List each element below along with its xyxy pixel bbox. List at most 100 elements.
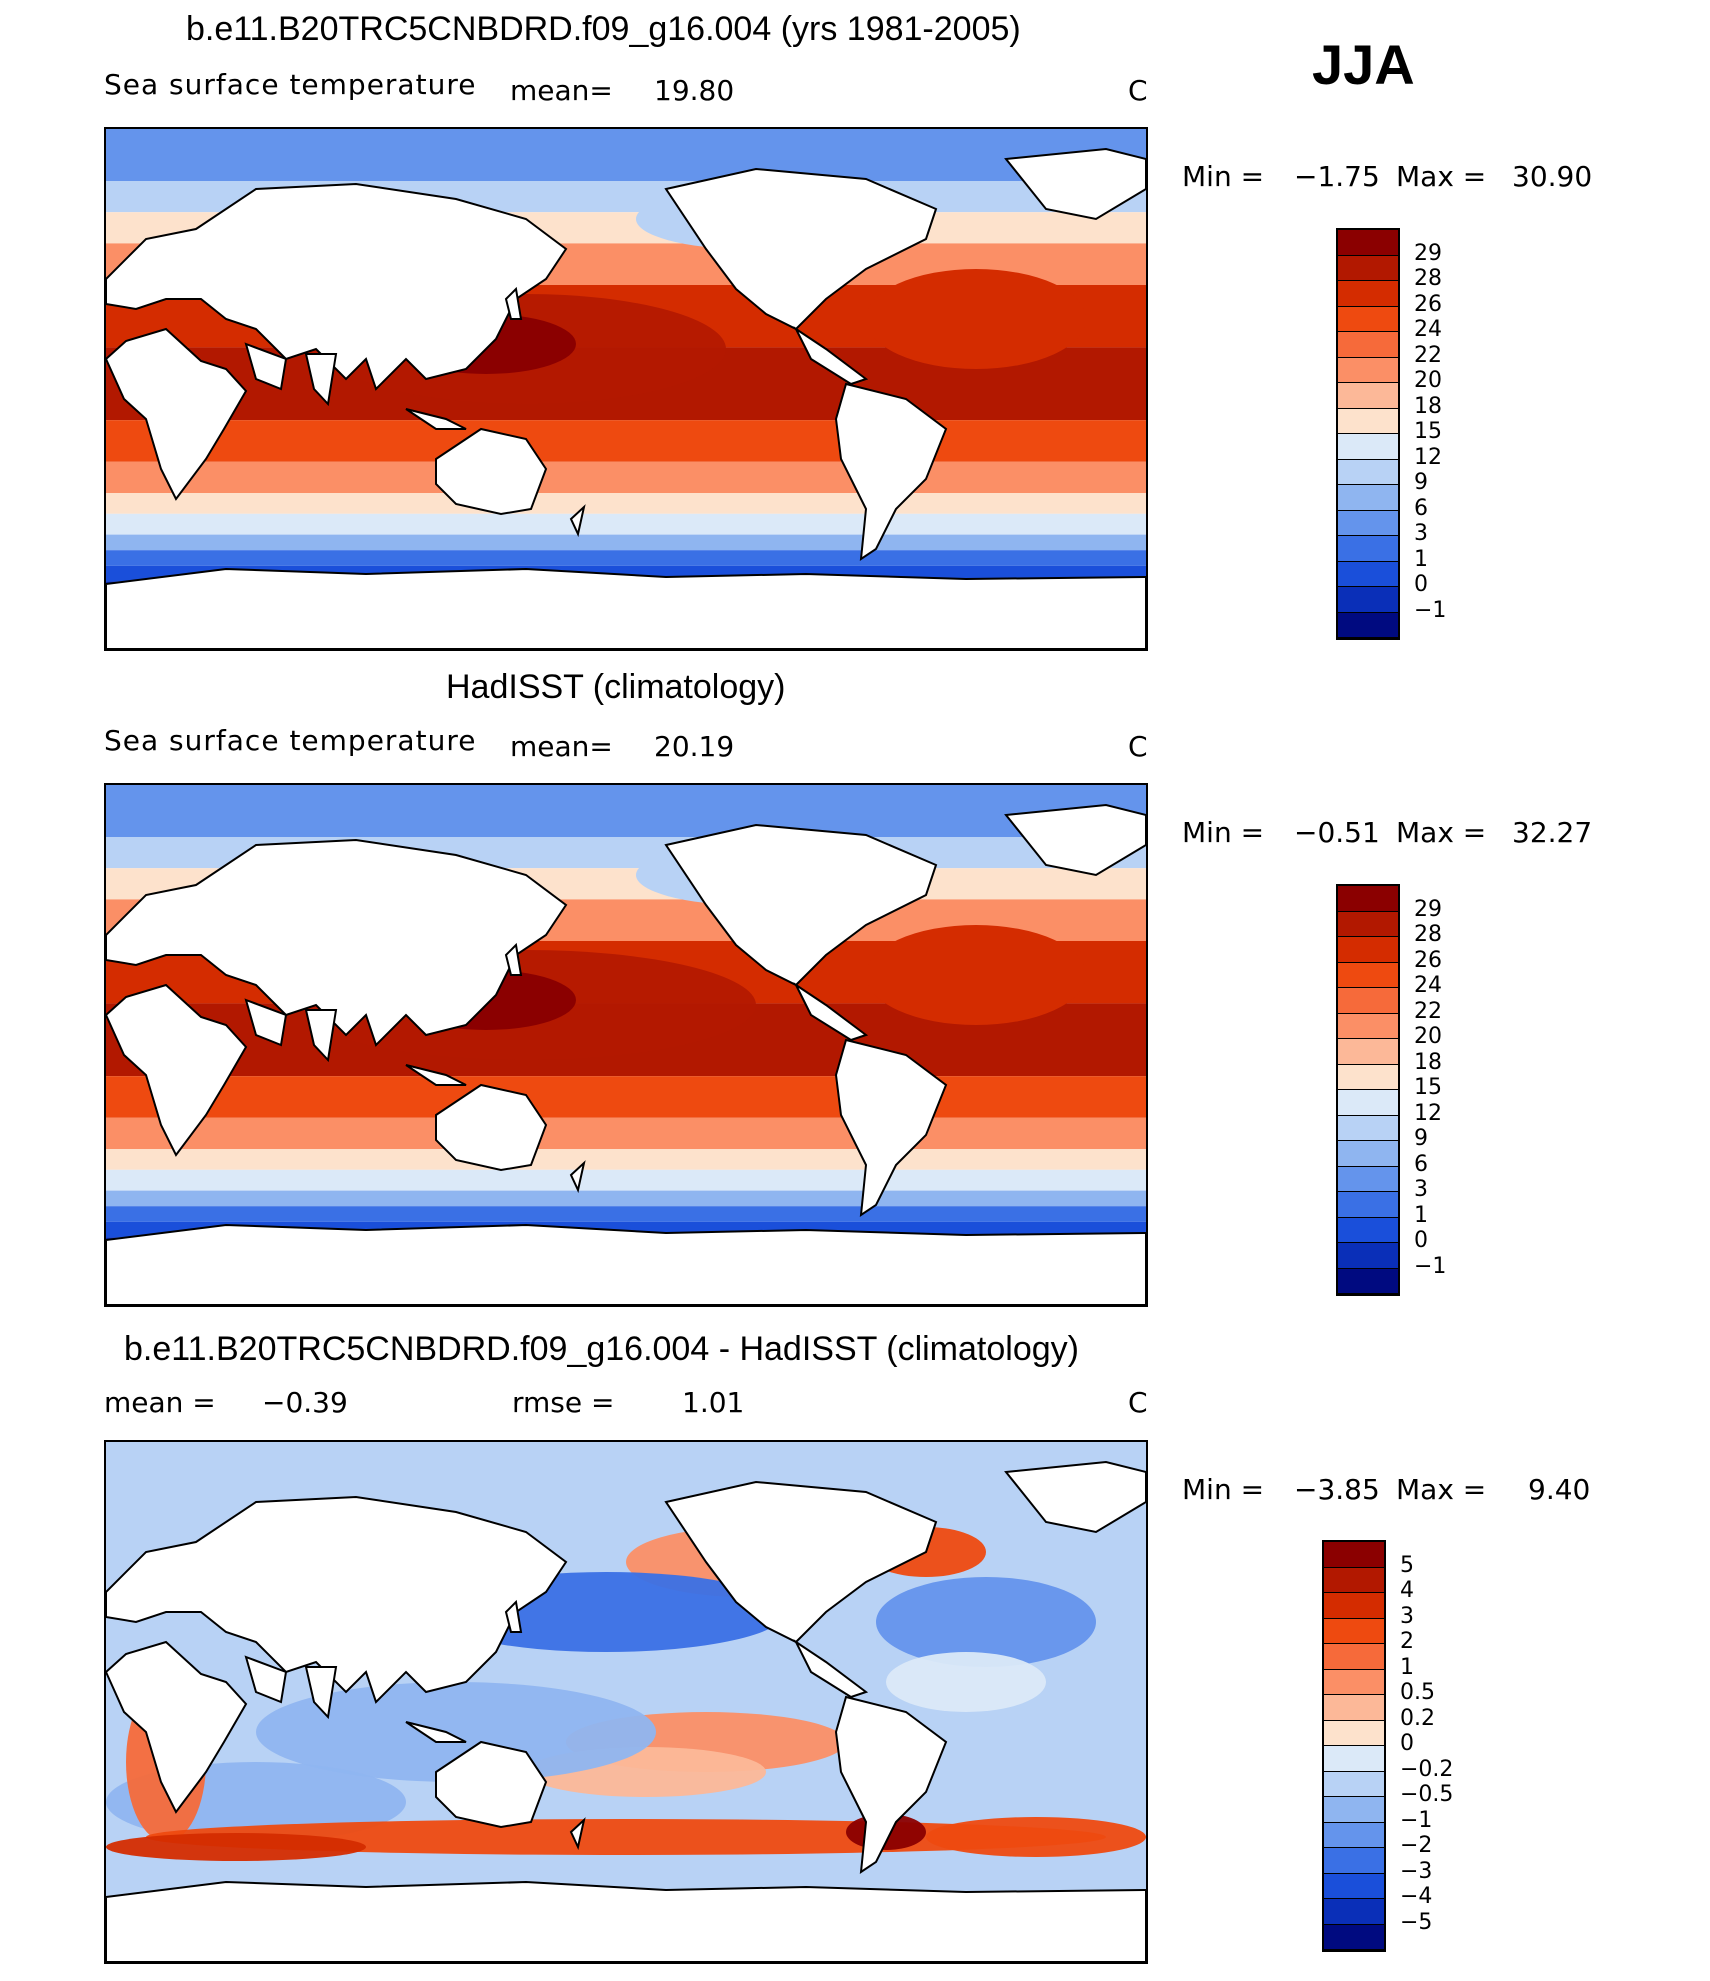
panel-3-max-label: Max = xyxy=(1396,1473,1487,1506)
colorbar-tick-label: 6 xyxy=(1414,1151,1428,1177)
colorbar-tick-label: −1 xyxy=(1400,1807,1433,1833)
colorbar-box xyxy=(1338,357,1398,383)
colorbar-box xyxy=(1338,459,1398,485)
panel-3-min-value: −3.85 xyxy=(1294,1473,1380,1506)
panel-3-map-svg xyxy=(106,1442,1146,1962)
season-label: JJA xyxy=(1312,33,1415,96)
colorbar-tick-label: 18 xyxy=(1414,393,1442,419)
panel-2-min-value: −0.51 xyxy=(1294,816,1380,849)
colorbar-box xyxy=(1338,1217,1398,1243)
colorbar-box xyxy=(1338,1268,1398,1294)
panel-1-colorbar xyxy=(1336,228,1400,640)
colorbar-tick-label: −4 xyxy=(1400,1884,1433,1909)
panel-1-variable-label: Sea surface temperature xyxy=(104,68,477,101)
colorbar-box xyxy=(1338,886,1398,912)
colorbar-tick-label: 3 xyxy=(1414,521,1428,546)
colorbar-tick-label: −3 xyxy=(1400,1858,1433,1884)
colorbar-tick-label: 1 xyxy=(1414,1202,1428,1228)
colorbar-box xyxy=(1324,1746,1384,1772)
colorbar-box xyxy=(1338,434,1398,460)
panel-3-units: C xyxy=(1128,1386,1148,1419)
colorbar-tick-label: 29 xyxy=(1414,240,1442,266)
colorbar-tick-label: 29 xyxy=(1414,896,1442,922)
colorbar-box xyxy=(1338,1039,1398,1065)
colorbar-box xyxy=(1338,510,1398,536)
colorbar-box xyxy=(1324,1899,1384,1925)
panel-3-mean-value: −0.39 xyxy=(262,1386,348,1419)
colorbar-box xyxy=(1324,1695,1384,1721)
colorbar-tick-label: 15 xyxy=(1414,419,1442,444)
colorbar-tick-label: 28 xyxy=(1414,922,1442,947)
colorbar-box xyxy=(1338,988,1398,1014)
colorbar-box xyxy=(1338,1243,1398,1269)
colorbar-tick-label: −1 xyxy=(1414,1253,1447,1279)
colorbar-tick-label: 20 xyxy=(1414,1024,1442,1049)
colorbar-box xyxy=(1324,1873,1384,1899)
colorbar-box xyxy=(1338,612,1398,638)
panel-3-title: b.e11.B20TRC5CNBDRD.f09_g16.004 - HadISS… xyxy=(124,1330,1079,1368)
panel-3-min-label: Min = xyxy=(1182,1473,1265,1506)
panel-2-min-label: Min = xyxy=(1182,816,1265,849)
panel-1-min-value: −1.75 xyxy=(1294,160,1380,193)
colorbar-box xyxy=(1338,306,1398,332)
panel-2-variable-label: Sea surface temperature xyxy=(104,724,477,757)
colorbar-tick-label: 0 xyxy=(1414,572,1428,597)
colorbar-box xyxy=(1338,255,1398,281)
colorbar-tick-label: 1 xyxy=(1400,1654,1414,1680)
colorbar-tick-label: 4 xyxy=(1400,1578,1414,1603)
colorbar-tick-label: −0.5 xyxy=(1400,1782,1454,1807)
colorbar-box xyxy=(1338,536,1398,562)
colorbar-box xyxy=(1338,1064,1398,1090)
colorbar-tick-label: 12 xyxy=(1414,444,1442,470)
colorbar-tick-label: 24 xyxy=(1414,317,1442,342)
panel-3-max-value: 9.40 xyxy=(1528,1473,1591,1506)
colorbar-tick-label: 22 xyxy=(1414,998,1442,1024)
panel-3-mean-label: mean = xyxy=(104,1386,216,1419)
colorbar-box xyxy=(1324,1644,1384,1670)
colorbar-tick-label: 12 xyxy=(1414,1100,1442,1126)
colorbar-box xyxy=(1338,962,1398,988)
colorbar-box xyxy=(1338,1141,1398,1167)
colorbar-tick-label: 6 xyxy=(1414,495,1428,521)
colorbar-box xyxy=(1338,281,1398,307)
panel-2-map xyxy=(104,783,1148,1307)
colorbar-tick-label: 3 xyxy=(1414,1177,1428,1202)
colorbar-tick-label: 1 xyxy=(1414,546,1428,572)
colorbar-tick-label: 2 xyxy=(1400,1629,1414,1654)
panel-3-colorbar xyxy=(1322,1540,1386,1952)
colorbar-tick-label: −0.2 xyxy=(1400,1756,1454,1782)
colorbar-box xyxy=(1324,1924,1384,1950)
colorbar-box xyxy=(1324,1771,1384,1797)
colorbar-tick-label: −2 xyxy=(1400,1833,1433,1858)
colorbar-tick-label: 18 xyxy=(1414,1049,1442,1075)
panel-2-map-svg xyxy=(106,785,1146,1305)
panel-2-title: HadISST (climatology) xyxy=(446,668,786,706)
colorbar-box xyxy=(1324,1567,1384,1593)
colorbar-box xyxy=(1338,383,1398,409)
colorbar-box xyxy=(1338,1115,1398,1141)
colorbar-box xyxy=(1338,1192,1398,1218)
panel-1-units: C xyxy=(1128,74,1148,107)
panel-3-rmse-value: 1.01 xyxy=(682,1386,745,1419)
colorbar-box xyxy=(1338,230,1398,256)
colorbar-box xyxy=(1338,937,1398,963)
colorbar-tick-label: 15 xyxy=(1414,1075,1442,1100)
panel-2-colorbar xyxy=(1336,884,1400,1296)
panel-1-mean-value: 19.80 xyxy=(654,74,735,107)
panel-1-map xyxy=(104,127,1148,651)
panel-2-max-value: 32.27 xyxy=(1512,816,1593,849)
panel-2-mean-label: mean= xyxy=(510,730,613,763)
colorbar-box xyxy=(1338,587,1398,613)
colorbar-tick-label: 9 xyxy=(1414,470,1428,495)
colorbar-tick-label: 26 xyxy=(1414,947,1442,973)
colorbar-tick-label: 26 xyxy=(1414,291,1442,317)
colorbar-box xyxy=(1324,1822,1384,1848)
colorbar-box xyxy=(1338,485,1398,511)
colorbar-tick-label: −1 xyxy=(1414,597,1447,623)
colorbar-box xyxy=(1324,1848,1384,1874)
colorbar-tick-label: 0 xyxy=(1414,1228,1428,1253)
colorbar-box xyxy=(1324,1593,1384,1619)
colorbar-box xyxy=(1324,1720,1384,1746)
panel-2-units: C xyxy=(1128,730,1148,763)
colorbar-tick-label: 0.2 xyxy=(1400,1705,1435,1731)
